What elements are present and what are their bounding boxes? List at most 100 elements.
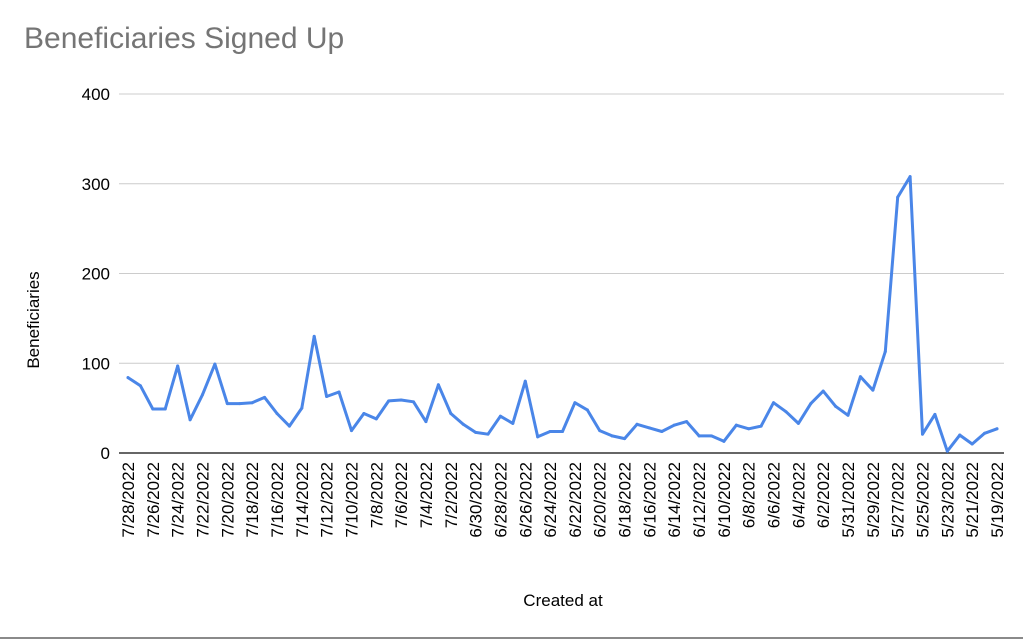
x-axis-title: Created at (523, 591, 603, 610)
y-tick-label: 300 (82, 175, 110, 194)
x-tick-label: 6/20/2022 (591, 462, 610, 538)
series-line (126, 175, 999, 453)
x-tick-label: 7/6/2022 (392, 462, 411, 528)
x-tick-label: 6/30/2022 (467, 462, 486, 538)
data-point (337, 390, 341, 394)
x-tick-label: 7/20/2022 (218, 462, 237, 538)
data-point (523, 379, 527, 383)
data-point (424, 420, 428, 424)
data-point (995, 427, 999, 431)
data-point (250, 401, 254, 405)
x-tick-label: 7/14/2022 (293, 462, 312, 538)
data-point (772, 401, 776, 405)
data-point (138, 384, 142, 388)
x-axis-ticks: 7/28/2022 7/26/2022 7/24/2022 7/22/2022 7/20… (119, 462, 1007, 538)
data-point (263, 395, 267, 399)
data-point (697, 434, 701, 438)
data-point (983, 431, 987, 435)
x-tick-label: 7/16/2022 (268, 462, 287, 538)
data-point (821, 389, 825, 393)
data-point (896, 195, 900, 199)
data-point (498, 414, 502, 418)
x-tick-label: 5/21/2022 (963, 462, 982, 538)
data-point (486, 432, 490, 436)
x-tick-label: 6/12/2022 (690, 462, 709, 538)
y-tick-label: 400 (82, 85, 110, 104)
data-point (921, 432, 925, 436)
data-point (734, 423, 738, 427)
x-tick-label: 7/28/2022 (119, 462, 138, 538)
data-point (213, 362, 217, 366)
gridlines (119, 93, 1004, 454)
data-point (908, 175, 912, 179)
data-point (834, 404, 838, 408)
x-tick-label: 6/26/2022 (516, 462, 535, 538)
data-points (126, 175, 999, 453)
data-point (747, 427, 751, 431)
x-tick-label: 7/18/2022 (243, 462, 262, 538)
data-point (325, 394, 329, 398)
data-point (796, 421, 800, 425)
data-point (225, 402, 229, 406)
data-point (300, 406, 304, 410)
x-tick-label: 6/8/2022 (740, 462, 759, 528)
data-point (536, 435, 540, 439)
data-point (623, 437, 627, 441)
data-point (461, 422, 465, 426)
x-tick-label: 7/8/2022 (367, 462, 386, 528)
x-tick-label: 7/26/2022 (144, 462, 163, 538)
x-tick-label: 7/22/2022 (193, 462, 212, 538)
data-point (312, 334, 316, 338)
x-tick-label: 5/19/2022 (988, 462, 1007, 538)
x-tick-label: 6/24/2022 (541, 462, 560, 538)
data-point (126, 376, 130, 380)
data-point (436, 383, 440, 387)
data-point (561, 429, 564, 433)
data-point (647, 426, 651, 430)
x-tick-label: 5/29/2022 (864, 462, 883, 538)
x-tick-label: 6/4/2022 (789, 462, 808, 528)
data-point (585, 408, 589, 412)
data-point (933, 412, 937, 416)
x-tick-label: 6/28/2022 (491, 462, 510, 538)
data-point (784, 410, 788, 414)
data-point (412, 400, 416, 404)
x-tick-label: 7/12/2022 (318, 462, 337, 538)
y-tick-label: 200 (82, 265, 110, 284)
data-point (362, 412, 366, 416)
x-tick-label: 7/2/2022 (442, 462, 461, 528)
data-point (287, 424, 291, 428)
x-tick-label: 6/6/2022 (765, 462, 784, 528)
data-point (349, 429, 353, 433)
data-point (275, 412, 279, 416)
data-point (387, 399, 391, 403)
data-point (598, 429, 602, 433)
x-tick-label: 6/22/2022 (566, 462, 585, 538)
data-point (858, 375, 862, 379)
y-axis-ticks: 0 100 200 300 400 (82, 85, 110, 463)
data-point (474, 430, 478, 434)
x-tick-label: 7/10/2022 (342, 462, 361, 538)
x-tick-label: 5/31/2022 (839, 462, 858, 538)
data-point (399, 398, 403, 402)
data-point (871, 388, 875, 392)
data-point (709, 434, 713, 438)
x-tick-label: 5/23/2022 (938, 462, 957, 538)
data-point (945, 449, 949, 453)
y-tick-label: 0 (101, 444, 110, 463)
data-point (200, 393, 204, 397)
data-point (238, 402, 242, 406)
data-point (970, 442, 974, 446)
x-tick-label: 5/27/2022 (889, 462, 908, 538)
data-point (176, 364, 180, 368)
data-point (958, 433, 962, 437)
data-point (151, 407, 155, 411)
data-point (635, 422, 639, 426)
data-point (883, 350, 887, 354)
data-point (610, 434, 614, 438)
y-tick-label: 100 (82, 354, 110, 373)
data-point (163, 407, 167, 411)
data-point (374, 417, 378, 421)
